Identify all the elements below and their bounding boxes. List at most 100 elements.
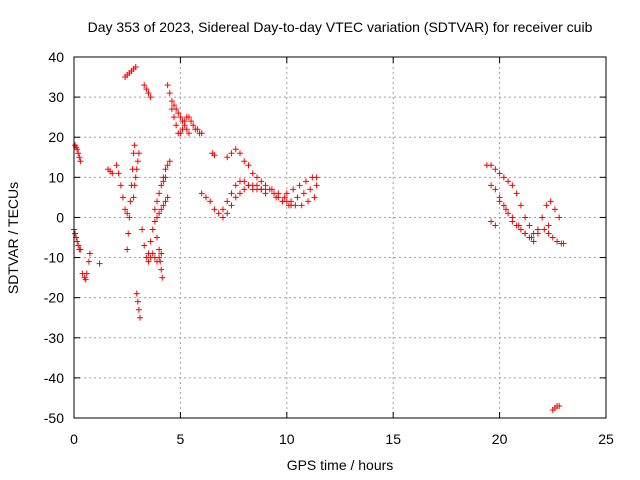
- x-tick-labels: 0 5 10 15 20 25: [70, 431, 614, 447]
- data-point-seg11: [158, 250, 165, 257]
- data-point-seg21: [228, 190, 235, 197]
- data-point-seg24: [311, 194, 318, 201]
- data-point-seg06: [117, 182, 124, 189]
- data-point-seg22: [254, 174, 261, 181]
- data-point-seg18: [188, 118, 195, 125]
- data-point-seg09: [130, 194, 137, 201]
- data-point-seg29: [502, 206, 509, 213]
- data-point-seg18: [177, 130, 184, 137]
- data-point-seg13: [147, 238, 154, 245]
- data-point-seg27: [488, 218, 495, 225]
- data-point-seg28: [530, 238, 537, 245]
- data-point-seg01: [74, 146, 81, 153]
- data-point-seg17: [166, 90, 173, 97]
- data-point-seg29: [545, 222, 552, 229]
- data-point-seg23: [262, 186, 269, 193]
- data-point-seg18: [190, 122, 197, 129]
- x-tick-label: 25: [598, 431, 614, 447]
- data-point-seg24: [298, 202, 305, 209]
- data-point-seg07: [132, 64, 139, 71]
- data-point-seg18: [198, 130, 205, 137]
- data-point-seg03: [82, 276, 89, 283]
- data-point-seg12: [147, 94, 154, 101]
- data-point-seg29: [522, 230, 529, 237]
- data-point-seg02: [75, 242, 82, 249]
- data-point-seg17: [171, 102, 178, 109]
- data-point-seg20: [211, 152, 218, 159]
- data-point-seg18: [181, 118, 188, 125]
- data-point-seg08: [131, 142, 138, 149]
- data-point-seg15: [156, 246, 163, 253]
- x-axis-label: GPS time / hours: [287, 457, 394, 473]
- data-point-seg19: [241, 186, 248, 193]
- axis-ticks: [73, 56, 607, 419]
- data-point-seg26: [547, 198, 554, 205]
- data-point-seg15: [153, 234, 160, 241]
- data-point-seg30: [560, 240, 567, 247]
- data-point-seg30: [545, 230, 552, 237]
- data-point-seg25: [283, 190, 290, 197]
- x-tick-label: 0: [70, 431, 78, 447]
- data-point-seg14: [153, 198, 160, 205]
- data-point-seg31: [556, 402, 563, 409]
- data-point-seg22: [236, 150, 243, 157]
- data-point-seg13: [151, 218, 158, 225]
- data-point-seg23: [288, 198, 295, 205]
- data-point-seg19: [228, 202, 235, 209]
- data-point-seg03: [86, 250, 93, 257]
- data-point-seg11: [141, 242, 148, 249]
- data-point-seg19: [207, 198, 214, 205]
- data-point-seg22: [228, 150, 235, 157]
- data-point-seg22: [249, 170, 256, 177]
- data-point-seg19: [232, 194, 239, 201]
- data-point-seg08: [124, 246, 131, 253]
- data-point-seg22: [245, 162, 252, 169]
- data-point-seg29: [496, 198, 503, 205]
- data-point-seg23: [294, 194, 301, 201]
- data-point-seg17: [175, 110, 182, 117]
- chart-title: Day 353 of 2023, Sidereal Day-to-day VTE…: [88, 19, 593, 35]
- data-point-seg16: [160, 174, 167, 181]
- data-point-seg02: [74, 238, 81, 245]
- y-tick-label: -50: [44, 410, 64, 426]
- data-point-seg26: [500, 174, 507, 181]
- data-point-seg26: [517, 202, 524, 209]
- data-point-seg11: [156, 254, 163, 261]
- data-point-seg18: [171, 114, 178, 121]
- data-point-seg26: [509, 182, 516, 189]
- data-point-seg19: [236, 190, 243, 197]
- data-point-seg08: [125, 230, 132, 237]
- data-points: [71, 64, 567, 413]
- data-point-seg09: [133, 166, 140, 173]
- data-point-seg02: [77, 246, 84, 253]
- data-point-seg13: [158, 206, 165, 213]
- data-point-seg25: [296, 182, 303, 189]
- data-point-seg19: [211, 206, 218, 213]
- data-point-seg12: [145, 90, 152, 97]
- data-point-seg22: [232, 146, 239, 153]
- data-point-seg22: [258, 178, 265, 185]
- data-point-seg13: [160, 202, 167, 209]
- data-point-seg13: [149, 226, 156, 233]
- data-point-seg24: [273, 194, 280, 201]
- data-point-seg26: [551, 206, 558, 213]
- grid: [74, 57, 606, 418]
- data-point-seg25: [290, 186, 297, 193]
- data-point-seg16: [164, 162, 171, 169]
- data-point-seg30: [554, 238, 561, 245]
- y-tick-label: -30: [44, 330, 64, 346]
- data-point-seg21: [241, 178, 248, 185]
- data-point-seg09: [131, 182, 138, 189]
- data-point-seg17: [177, 114, 184, 121]
- data-point-seg26: [539, 214, 546, 221]
- data-point-seg25: [302, 178, 309, 185]
- data-point-seg11: [139, 226, 146, 233]
- data-point-seg28: [492, 186, 499, 193]
- data-point-seg28: [500, 202, 507, 209]
- data-point-seg19: [219, 214, 226, 221]
- data-point-seg19: [224, 210, 231, 217]
- data-point-seg22: [224, 154, 231, 161]
- y-tick-label: 0: [56, 209, 64, 225]
- y-tick-label: -20: [44, 290, 64, 306]
- y-tick-label: 10: [48, 169, 64, 185]
